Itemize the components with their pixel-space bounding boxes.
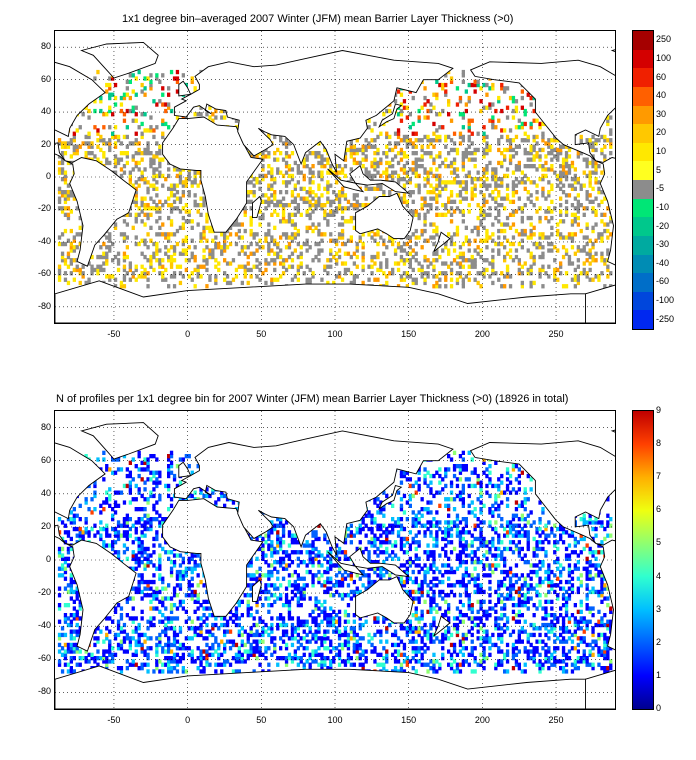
top-colorbar-label: 40 [656,90,667,101]
top-colorbar-label: 10 [656,146,667,157]
top-y-tick-label: -60 [37,268,51,279]
top-colorbar-band [633,49,653,69]
top-y-tick-label: 60 [40,73,51,84]
top-x-tick-label: 200 [474,329,490,339]
bottom-colorbar-label: 7 [656,471,662,482]
bottom-x-tick-label: -50 [107,715,121,725]
top-colorbar-band [633,161,653,180]
top-colorbar-label: -60 [656,276,670,287]
top-colorbar-label: 250 [656,34,672,45]
top-colorbar-label: -40 [656,257,670,268]
top-colorbar-label: -5 [656,183,665,194]
top-colorbar-label: -10 [656,201,670,212]
bottom-x-tick-label: 50 [256,715,267,725]
top-colorbar-band [633,310,653,329]
bottom-colorbar-label: 8 [656,438,662,449]
top-colorbar-band [633,142,653,162]
bottom-map-plot [54,410,616,710]
bottom-y-tick-label: 60 [40,454,51,465]
bottom-y-tick-label: 20 [40,520,51,531]
top-colorbar-band [633,105,653,125]
top-x-tick-label: 250 [548,329,564,339]
bottom-x-tick-label: 250 [548,715,564,725]
bottom-map-svg [55,411,615,709]
top-colorbar-label: 60 [656,71,667,82]
top-y-tick-label: 0 [45,171,51,181]
top-colorbar-band [633,254,653,274]
top-map-svg [55,31,615,323]
top-colorbar-band [633,198,653,218]
top-y-tick-label: -80 [37,300,51,311]
top-colorbar-band [633,68,653,87]
top-map-plot [54,30,616,324]
bottom-x-tick-label: 200 [474,715,490,725]
bottom-y-tick-label: 0 [45,554,51,564]
top-colorbar-band [633,124,653,143]
top-map-title: 1x1 degree bin–averaged 2007 Winter (JFM… [122,13,514,25]
top-colorbar-label: 30 [656,108,667,119]
top-colorbar-band [633,235,653,255]
bottom-colorbar-label: 3 [656,603,662,614]
bottom-x-tick-label: 0 [185,715,191,725]
bottom-colorbar-label: 1 [656,669,662,680]
bottom-colorbar-label: 5 [656,537,662,548]
top-y-tick-label: 20 [40,138,51,149]
bottom-colorbar-label: 2 [656,636,662,647]
bottom-y-tick-label: -40 [37,620,51,631]
bottom-x-tick-label: 100 [327,715,343,725]
top-x-tick-label: 150 [401,329,417,339]
top-colorbar-band [633,86,653,106]
top-colorbar-label: -250 [656,313,675,324]
top-coastlines [55,41,615,323]
bottom-map-title: N of profiles per 1x1 degree bin for 200… [56,393,569,405]
top-colorbar-band [633,273,653,292]
bottom-y-tick-label: -20 [37,587,51,598]
top-x-tick-label: 50 [256,329,267,339]
top-colorbar-label: -100 [656,295,675,306]
bottom-colorbar-label: 0 [656,703,662,713]
bottom-colorbar [632,410,654,710]
top-x-tick-label: 100 [327,329,343,339]
top-colorbar-band [633,31,653,50]
bottom-colorbar-label: 4 [656,570,662,581]
top-colorbar-label: -30 [656,239,670,250]
top-colorbar-band [633,180,653,199]
bottom-y-tick-label: -80 [37,686,51,697]
bottom-colorbar-label: 6 [656,504,662,515]
top-colorbar-band [633,291,653,311]
top-y-tick-label: 80 [40,41,51,52]
bottom-x-tick-label: 150 [401,715,417,725]
top-colorbar-label: 5 [656,164,662,175]
top-y-tick-label: 40 [40,106,51,117]
bottom-y-tick-label: 80 [40,421,51,432]
top-y-tick-label: -20 [37,203,51,214]
bottom-gridlines [55,411,615,709]
top-x-tick-label: 0 [185,329,191,339]
bottom-data-cells [57,450,613,674]
top-colorbar-label: 100 [656,52,672,63]
top-x-tick-label: -50 [107,329,121,339]
top-gridlines [55,31,615,323]
bottom-y-tick-label: 40 [40,487,51,498]
top-colorbar [632,30,654,330]
top-colorbar-label: 20 [656,127,667,138]
bottom-colorbar-label: 9 [656,405,662,415]
top-colorbar-label: -20 [656,220,670,231]
bottom-y-tick-label: -60 [37,653,51,664]
top-colorbar-band [633,217,653,236]
top-y-tick-label: -40 [37,235,51,246]
